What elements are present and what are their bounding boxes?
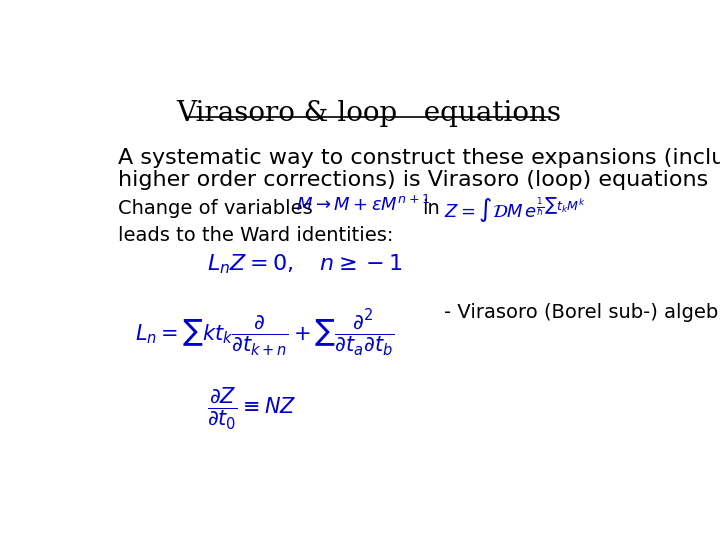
Text: Change of variables: Change of variables	[118, 199, 312, 218]
Text: $M \rightarrow M + \epsilon M^{n+1}$: $M \rightarrow M + \epsilon M^{n+1}$	[297, 195, 431, 215]
Text: in: in	[422, 199, 440, 218]
Text: $L_n = \sum k t_k \dfrac{\partial}{\partial t_{k+n}} + \sum \dfrac{\partial^2}{\: $L_n = \sum k t_k \dfrac{\partial}{\part…	[135, 308, 394, 359]
Text: - Virasoro (Borel sub-) algebra: - Virasoro (Borel sub-) algebra	[444, 303, 720, 322]
Text: leads to the Ward identities:: leads to the Ward identities:	[118, 226, 393, 245]
Text: A systematic way to construct these expansions (including: A systematic way to construct these expa…	[118, 148, 720, 168]
Text: $Z = \int \mathcal{D}M\, e^{\frac{1}{\hbar}\sum t_k M^k}$: $Z = \int \mathcal{D}M\, e^{\frac{1}{\hb…	[444, 195, 587, 225]
Text: $L_n Z = 0, \quad n \geq -1$: $L_n Z = 0, \quad n \geq -1$	[207, 253, 402, 276]
Text: Virasoro & loop   equations: Virasoro & loop equations	[176, 100, 562, 127]
Text: $\dfrac{\partial Z}{\partial t_0} \equiv NZ$: $\dfrac{\partial Z}{\partial t_0} \equiv…	[207, 386, 297, 432]
Text: higher order corrections) is Virasoro (loop) equations: higher order corrections) is Virasoro (l…	[118, 170, 708, 190]
